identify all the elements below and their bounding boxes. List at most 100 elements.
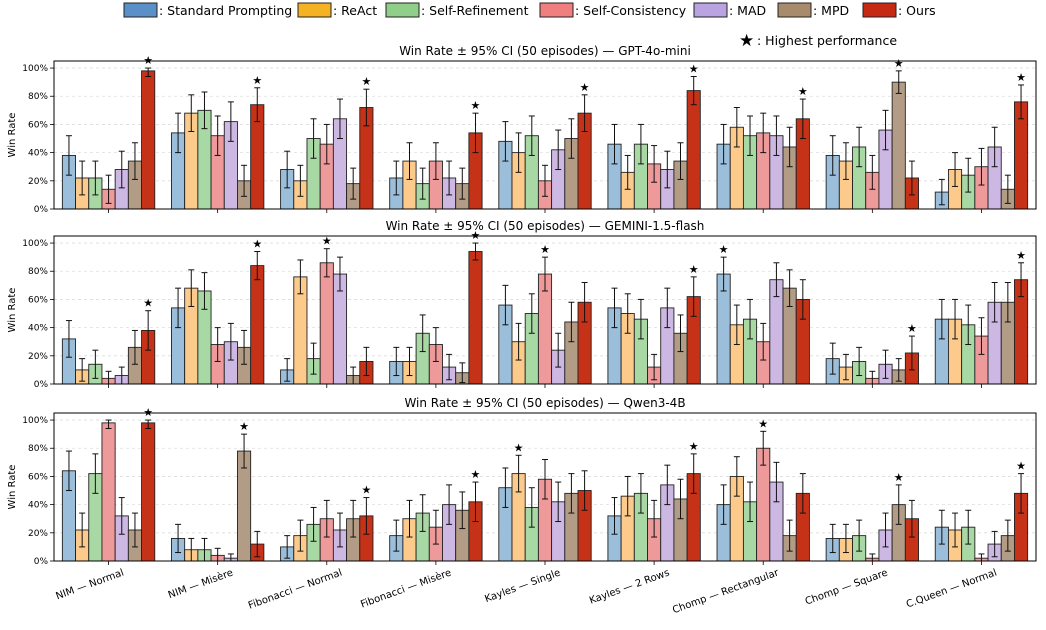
- highest-star-icon: ★: [252, 74, 262, 87]
- legend-swatch-self-consistency: [539, 2, 574, 18]
- highest-star-icon: ★: [907, 322, 917, 335]
- highest-star-icon: ★: [689, 263, 699, 276]
- group-chomp-rectangular: ★: [716, 85, 810, 213]
- x-tick-label: Kayles — 2 Rows: [588, 567, 671, 606]
- group-chomp-rectangular: ★: [716, 243, 810, 388]
- group-kayles-single: ★: [498, 243, 592, 388]
- group-nim-normal: ★: [61, 54, 156, 213]
- highest-star-icon: ★: [361, 75, 371, 88]
- highest-star-icon: ★: [894, 471, 904, 484]
- y-axis-label: Win Rate: [7, 113, 18, 158]
- legend-swatch-react: [297, 2, 332, 18]
- legend-swatch-self-refinement: [385, 2, 420, 18]
- y-axis-label: Win Rate: [7, 288, 18, 333]
- y-axis-label: Win Rate: [7, 465, 18, 510]
- group-nim-normal: ★NIM — Normal: [55, 406, 156, 602]
- x-tick-label: Kayles — Single: [483, 567, 562, 605]
- plot-frame: [53, 412, 1037, 562]
- group-chomp-square: ★: [825, 57, 919, 213]
- bar-self-consistency: [319, 262, 334, 385]
- legend-swatch-mpd: [777, 2, 812, 18]
- group-c-queen-normal: ★: [934, 249, 1029, 388]
- y-tick-label: 100%: [22, 416, 48, 426]
- bar-ours: [141, 70, 156, 210]
- x-tick-label: Chomp — Rectangular: [671, 567, 781, 616]
- highest-star-icon: ★: [758, 417, 768, 430]
- group-fibonacci-normal: ★: [280, 75, 374, 213]
- panel-title: Win Rate ± 95% CI (50 episodes) — GPT-4o…: [399, 44, 691, 58]
- y-tick-label: 100%: [22, 239, 48, 249]
- y-tick-label: 40%: [28, 501, 48, 511]
- panel-title: Win Rate ± 95% CI (50 episodes) — GEMINI…: [386, 219, 705, 233]
- bar-mpd: [891, 81, 906, 210]
- y-tick-label: 40%: [28, 324, 48, 334]
- group-kayles-2-rows: ★ Kayles — 2 Rows: [588, 440, 701, 607]
- highest-star-icon: ★: [689, 63, 699, 76]
- group-kayles-2-rows: ★: [607, 263, 701, 388]
- legend-label-standard-prompting: : Standard Prompting: [159, 3, 292, 18]
- y-tick-label: 20%: [28, 352, 48, 362]
- y-tick-label: 60%: [28, 472, 48, 482]
- group-chomp-square: ★: [825, 322, 919, 388]
- y-tick-label: 80%: [28, 444, 48, 454]
- group-nim-mis-re: ★: [171, 74, 265, 213]
- y-tick-label: 60%: [28, 120, 48, 130]
- x-tick-label: NIM — Misère: [166, 567, 234, 602]
- highest-star-icon: ★: [540, 243, 550, 256]
- group-nim-mis-re: ★ NIM — Misère: [166, 420, 265, 602]
- highest-star-icon: ★: [689, 440, 699, 453]
- bar-ours: [468, 251, 483, 385]
- legend-label-mpd: : MPD: [813, 3, 849, 18]
- legend: : Standard Prompting : ReAct : Self-Refi…: [123, 2, 936, 51]
- y-tick-label: 20%: [28, 529, 48, 539]
- highest-star-icon: ★: [471, 468, 481, 481]
- highest-star-icon: ★: [471, 99, 481, 112]
- highest-star-icon: ★: [580, 81, 590, 94]
- highest-star-icon: ★: [239, 420, 249, 433]
- highest-star-icon: ★: [719, 243, 729, 256]
- group-fibonacci-mis-re: ★: [389, 229, 483, 388]
- legend-star-icon: ★: [739, 31, 754, 51]
- group-kayles-2-rows: ★: [607, 63, 701, 213]
- highest-star-icon: ★: [252, 238, 262, 251]
- group-kayles-single: ★: [498, 81, 592, 213]
- group-c-queen-normal: ★ C.Queen — Normal: [905, 460, 1029, 611]
- bar-ours: [141, 422, 156, 562]
- y-tick-label: 0%: [34, 380, 49, 390]
- legend-label-self-refinement: : Self-Refinement: [421, 3, 529, 18]
- x-tick-label: NIM — Normal: [55, 567, 126, 602]
- highest-star-icon: ★: [322, 235, 332, 248]
- plot-frame: [53, 235, 1037, 385]
- legend-swatch-ours: [862, 2, 897, 18]
- y-tick-label: 80%: [28, 267, 48, 277]
- bar-ours: [250, 265, 265, 385]
- legend-swatch-standard-prompting: [123, 2, 158, 18]
- group-fibonacci-mis-re: ★: [389, 99, 483, 213]
- y-tick-label: 0%: [34, 205, 49, 215]
- bar-ours: [686, 90, 701, 210]
- x-tick-label: Chomp — Square: [804, 567, 890, 607]
- x-tick-label: Fibonacci — Misère: [359, 567, 453, 611]
- legend-label-highest: : Highest performance: [757, 33, 897, 48]
- highest-star-icon: ★: [894, 57, 904, 70]
- panel-title: Win Rate ± 95% CI (50 episodes) — Qwen3-…: [404, 396, 685, 410]
- y-tick-label: 20%: [28, 177, 48, 187]
- group-kayles-single: ★ Kayles — Single: [483, 441, 592, 605]
- legend-label-ours: : Ours: [898, 3, 936, 18]
- y-tick-label: 80%: [28, 92, 48, 102]
- highest-star-icon: ★: [1016, 71, 1026, 84]
- highest-star-icon: ★: [361, 484, 371, 497]
- panel-2: Win Rate ± 95% CI (50 episodes) — GEMINI…: [7, 219, 1037, 390]
- y-tick-label: 40%: [28, 149, 48, 159]
- highest-star-icon: ★: [798, 85, 808, 98]
- legend-label-react: : ReAct: [333, 3, 377, 18]
- highest-star-icon: ★: [1016, 249, 1026, 262]
- legend-swatch-mad: [693, 2, 728, 18]
- panel-3: Win Rate ± 95% CI (50 episodes) — Qwen3-…: [7, 396, 1037, 616]
- legend-label-mad: : MAD: [729, 3, 766, 18]
- x-tick-label: Fibonacci — Normal: [247, 567, 344, 611]
- group-c-queen-normal: ★: [934, 71, 1029, 213]
- group-nim-mis-re: ★: [171, 238, 265, 388]
- highest-star-icon: ★: [1016, 460, 1026, 473]
